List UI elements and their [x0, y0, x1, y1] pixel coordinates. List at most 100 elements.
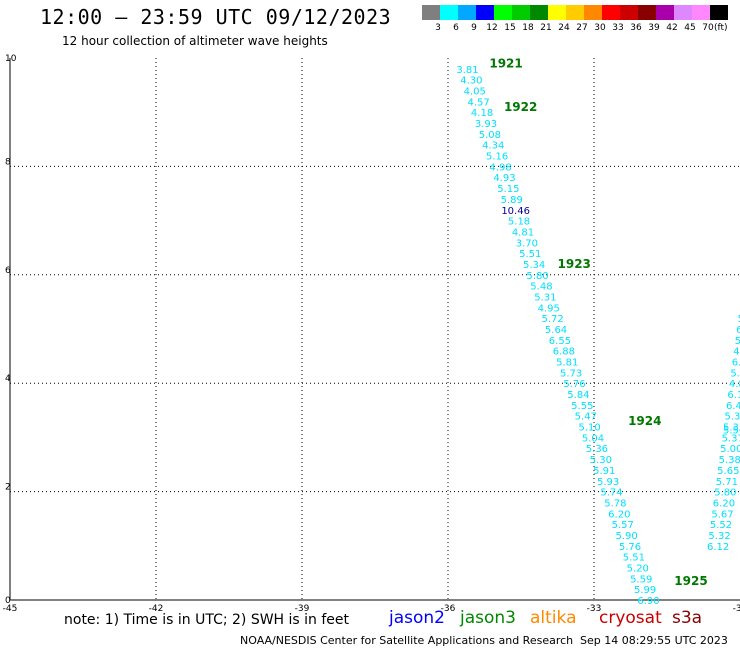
pass-time-label: 1925: [674, 574, 707, 588]
wave-height-label: 5.74: [600, 488, 622, 499]
colorbar-swatch: [710, 5, 728, 20]
wave-height-label: 5.99: [634, 585, 656, 596]
wave-height-label: 5.34: [523, 260, 545, 271]
colorbar-tick-label: 18: [522, 23, 534, 33]
wave-height-label: 4.18: [471, 108, 493, 119]
x-tick-label: -42: [149, 604, 164, 614]
credit-line: NOAA/NESDIS Center for Satellite Applica…: [240, 634, 574, 647]
wave-height-label: 5.67: [711, 509, 733, 520]
wave-height-label: 6.08: [736, 325, 740, 336]
wave-height-label: 5.36: [586, 444, 608, 455]
wave-height-label: 5.35: [723, 423, 740, 434]
wave-height-label: 5.76: [619, 542, 641, 553]
colorbar-tick-label: 36: [630, 23, 642, 33]
wave-height-label: 10.46: [501, 206, 530, 217]
y-tick-label: 4: [5, 374, 11, 384]
page-title: 12:00 – 23:59 UTC 09/12/2023: [40, 5, 392, 29]
wave-height-label: 5.57: [612, 520, 634, 531]
colorbar-tick-label: 9: [471, 23, 477, 33]
x-tick-label: -33: [587, 604, 602, 614]
wave-height-label: 5.72: [542, 314, 564, 325]
satellite-legend-jason3: jason3: [460, 608, 516, 628]
wave-height-label: 5.30: [590, 455, 612, 466]
wave-height-label: 5.71: [716, 477, 738, 488]
colorbar-swatch: [584, 5, 602, 20]
wave-height-label: 5.90: [615, 531, 637, 542]
page-subtitle: 12 hour collection of altimeter wave hei…: [62, 34, 328, 48]
colorbar-swatch: [548, 5, 566, 20]
wave-height-label: 5.56: [723, 425, 740, 436]
wave-height-label: 5.59: [630, 574, 652, 585]
pass-time-label: 1921: [489, 56, 522, 70]
y-tick-label: 6: [5, 266, 11, 276]
colorbar-tick-label: 45: [684, 23, 696, 33]
wave-height-label: 4.34: [482, 141, 504, 152]
wave-height-label: 5.64: [545, 325, 567, 336]
colorbar-swatch: [458, 5, 476, 20]
wave-height-label: 5.18: [508, 217, 530, 228]
colorbar-swatch: [566, 5, 584, 20]
satellite-legend-altika: altika: [530, 608, 577, 628]
colorbar-tick-label: 12: [486, 23, 498, 33]
wave-height-label: 5.00: [720, 444, 740, 455]
colorbar-swatch: [422, 5, 440, 20]
pass-time-label: 1923: [558, 257, 591, 271]
x-tick-label: -30: [733, 604, 740, 614]
wave-height-label: 5.91: [593, 466, 615, 477]
colorbar-tick-label: 24: [558, 23, 570, 33]
wave-height-label: 6.55: [549, 336, 571, 347]
x-tick-label: -36: [441, 604, 456, 614]
wave-height-label: 5.73: [560, 368, 582, 379]
y-tick-label: 0: [5, 596, 11, 606]
wave-height-label: 4.57: [468, 97, 490, 108]
wave-height-label: 6.12: [707, 542, 729, 553]
wave-height-label: 3.70: [516, 238, 538, 249]
wave-height-label: 5.51: [623, 553, 645, 564]
colorbar-swatch: [674, 5, 692, 20]
colorbar-tick-label: 21: [540, 23, 552, 33]
wave-height-label: 3.81: [456, 65, 478, 76]
wave-height-label: 5.65: [717, 466, 739, 477]
satellite-legend-s3a: s3a: [672, 608, 703, 628]
wave-height-label: 5.15: [497, 184, 519, 195]
wave-height-label: 5.84: [567, 390, 589, 401]
colorbar-tick-label: 70: [702, 23, 714, 33]
wave-height-label: 4.81: [512, 227, 534, 238]
wave-height-label: 5.49: [735, 336, 740, 347]
wave-height-label: 4.95: [538, 303, 560, 314]
generated-timestamp: Sep 14 08:29:55 UTC 2023: [580, 634, 728, 647]
pass-time-label: 1924: [628, 414, 661, 428]
wave-height-label: 3.93: [475, 119, 497, 130]
wave-height-label: 6.35: [732, 358, 740, 369]
colorbar-swatch: [476, 5, 494, 20]
colorbar-swatch: [620, 5, 638, 20]
footer-note: note: 1) Time is in UTC; 2) SWH is in fe…: [64, 612, 350, 628]
wave-height-label: 5.38: [719, 455, 740, 466]
colorbar-tick-label: 27: [576, 23, 588, 33]
colorbar-swatch: [440, 5, 458, 20]
y-tick-label: 8: [5, 157, 11, 167]
y-tick-label: 10: [5, 54, 17, 64]
wave-height-label: 4.93: [493, 173, 515, 184]
wave-height-label: 5.47: [575, 412, 597, 423]
wave-height-label: 5.20: [627, 563, 649, 574]
wave-height-label: 6.47: [726, 401, 740, 412]
wave-height-label: 5.37: [722, 433, 740, 444]
colorbar-swatch: [656, 5, 674, 20]
colorbar-tick-label: 15: [504, 23, 516, 33]
wave-height-label: 5.80: [714, 488, 736, 499]
wave-height-label: 5.04: [582, 433, 604, 444]
colorbar-swatch: [512, 5, 530, 20]
wave-height-label: 5.31: [534, 292, 556, 303]
wave-height-label: 5.52: [710, 520, 732, 531]
wave-height-label: 6.12: [727, 390, 740, 401]
colorbar-swatch: [638, 5, 656, 20]
colorbar-tick-label: 6: [453, 23, 459, 33]
colorbar-tick-label: 30: [594, 23, 606, 33]
wave-height-label: 5.08: [479, 130, 501, 141]
y-tick-label: 2: [5, 483, 11, 493]
wave-height-label: 5.81: [556, 358, 578, 369]
wave-height-label: 5.39: [724, 412, 740, 423]
x-tick-label: -39: [295, 604, 310, 614]
